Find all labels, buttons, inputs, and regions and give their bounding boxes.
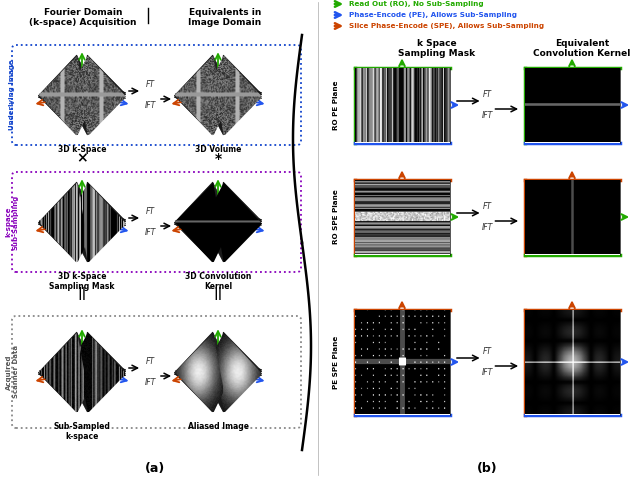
Polygon shape <box>174 182 223 262</box>
Polygon shape <box>77 55 125 135</box>
Text: 3D Convolution
Kernel: 3D Convolution Kernel <box>185 272 251 291</box>
Text: FT: FT <box>483 347 492 356</box>
Bar <box>404 314 448 364</box>
Polygon shape <box>212 182 262 262</box>
Text: Slice Phase-Encode (SPE), Allows Sub-Sampling: Slice Phase-Encode (SPE), Allows Sub-Sam… <box>349 23 544 29</box>
Text: Underlying Image: Underlying Image <box>9 60 15 130</box>
Text: RO SPE Plane: RO SPE Plane <box>333 190 339 244</box>
Polygon shape <box>77 182 125 262</box>
Text: ||: || <box>213 288 223 300</box>
Text: PE SPE Plane: PE SPE Plane <box>333 336 339 389</box>
Text: ||: || <box>77 288 86 300</box>
Text: k Space
Sampling Mask: k Space Sampling Mask <box>399 39 476 59</box>
Text: *: * <box>214 152 221 166</box>
Text: Equivalent
Convolution Kernel: Equivalent Convolution Kernel <box>533 39 630 59</box>
Polygon shape <box>212 332 262 412</box>
Text: (a): (a) <box>145 462 165 475</box>
Polygon shape <box>212 55 262 135</box>
Text: IFT: IFT <box>145 378 156 387</box>
Text: ×: × <box>76 152 88 166</box>
Text: k-space
Sub-Sampling: k-space Sub-Sampling <box>6 194 19 250</box>
Text: Acquired
Scanner Data: Acquired Scanner Data <box>6 346 19 398</box>
Text: IFT: IFT <box>482 223 493 232</box>
Text: RO PE Plane: RO PE Plane <box>333 80 339 130</box>
Polygon shape <box>38 206 125 238</box>
Polygon shape <box>38 182 87 262</box>
Text: 3D k-Space: 3D k-Space <box>58 145 106 154</box>
Text: FT: FT <box>145 207 154 216</box>
Polygon shape <box>38 55 87 135</box>
Text: Aliased Image: Aliased Image <box>188 422 248 431</box>
Polygon shape <box>174 79 262 111</box>
Polygon shape <box>174 356 262 388</box>
Text: FT: FT <box>483 202 492 211</box>
Polygon shape <box>174 332 223 412</box>
Text: Read Out (RO), No Sub-Sampling: Read Out (RO), No Sub-Sampling <box>349 1 484 7</box>
Text: Phase-Encode (PE), Allows Sub-Sampling: Phase-Encode (PE), Allows Sub-Sampling <box>349 12 517 18</box>
Text: IFT: IFT <box>145 228 156 237</box>
Bar <box>381 378 395 391</box>
Polygon shape <box>77 332 125 412</box>
Text: Equivalents in
Image Domain: Equivalents in Image Domain <box>188 8 262 27</box>
Polygon shape <box>38 79 125 111</box>
Polygon shape <box>38 332 87 412</box>
Text: 3D k-Space
Sampling Mask: 3D k-Space Sampling Mask <box>49 272 115 291</box>
Text: Sub-Sampled
k-space: Sub-Sampled k-space <box>54 422 111 442</box>
Text: IFT: IFT <box>145 101 156 110</box>
Text: FT: FT <box>145 357 154 366</box>
Text: 3D Volume: 3D Volume <box>195 145 241 154</box>
Text: IFT: IFT <box>482 111 493 120</box>
Polygon shape <box>174 55 223 135</box>
Text: Fourier Domain
(k-space) Acquisition: Fourier Domain (k-space) Acquisition <box>29 8 137 27</box>
Polygon shape <box>174 206 262 238</box>
Bar <box>427 342 447 361</box>
Polygon shape <box>38 356 125 388</box>
Text: FT: FT <box>483 90 492 99</box>
Text: IFT: IFT <box>482 368 493 377</box>
Text: (b): (b) <box>477 462 497 475</box>
Text: FT: FT <box>145 80 154 89</box>
